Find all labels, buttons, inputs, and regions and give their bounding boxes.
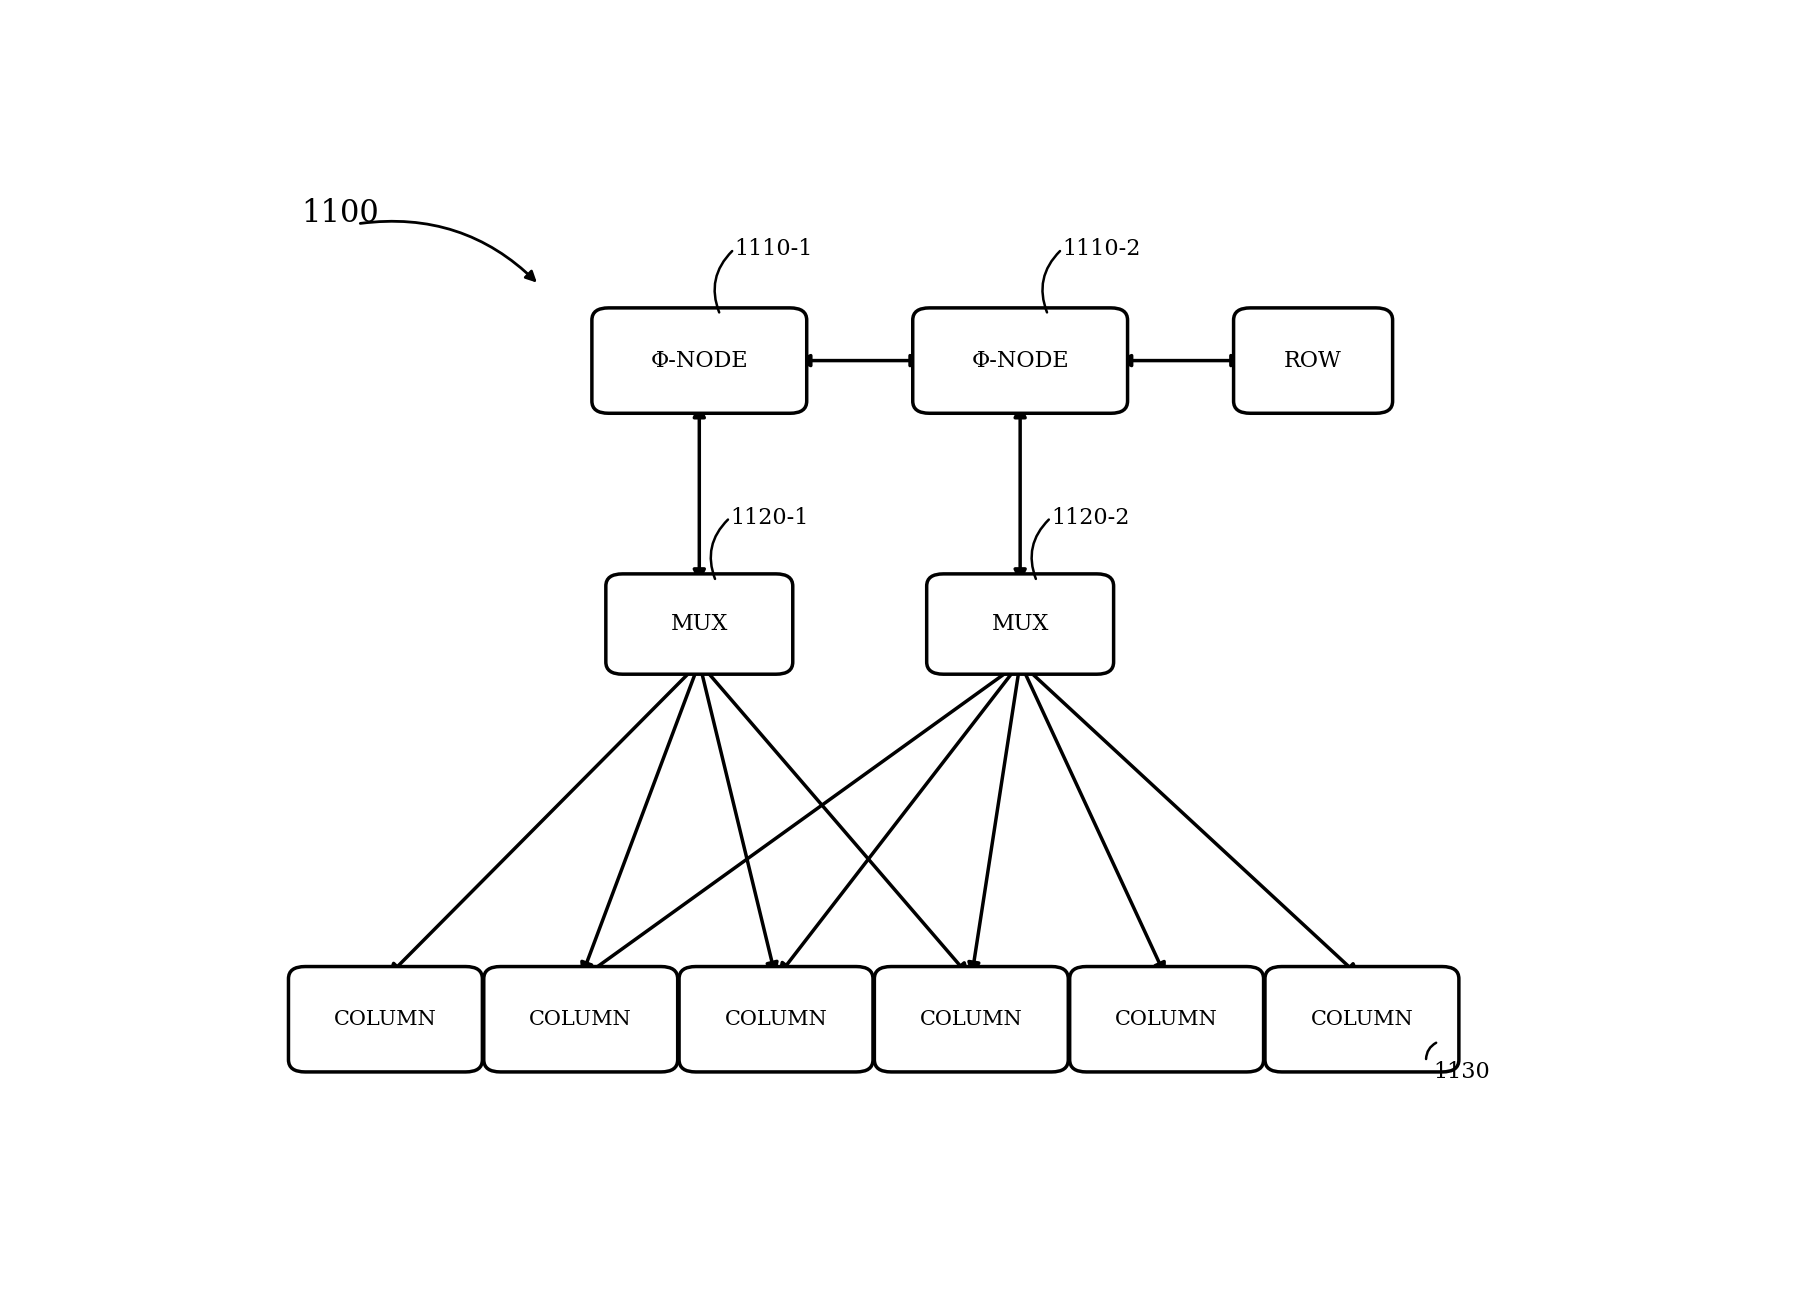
Text: Φ-NODE: Φ-NODE — [972, 350, 1069, 371]
Text: COLUMN: COLUMN — [1116, 1009, 1219, 1029]
FancyBboxPatch shape — [1265, 966, 1458, 1073]
Text: COLUMN: COLUMN — [335, 1009, 437, 1029]
FancyBboxPatch shape — [1233, 308, 1393, 413]
Text: 1100: 1100 — [302, 199, 380, 229]
Text: 1110-1: 1110-1 — [734, 238, 812, 261]
Text: COLUMN: COLUMN — [529, 1009, 632, 1029]
Text: COLUMN: COLUMN — [725, 1009, 828, 1029]
FancyBboxPatch shape — [913, 308, 1127, 413]
FancyBboxPatch shape — [592, 308, 806, 413]
Text: 1110-2: 1110-2 — [1062, 238, 1141, 261]
FancyBboxPatch shape — [607, 574, 792, 674]
FancyBboxPatch shape — [1069, 966, 1264, 1073]
Text: MUX: MUX — [671, 613, 727, 636]
Text: COLUMN: COLUMN — [1310, 1009, 1413, 1029]
FancyBboxPatch shape — [484, 966, 677, 1073]
FancyBboxPatch shape — [288, 966, 482, 1073]
Text: ROW: ROW — [1283, 350, 1343, 371]
FancyBboxPatch shape — [875, 966, 1067, 1073]
Text: Φ-NODE: Φ-NODE — [650, 350, 749, 371]
Text: 1120-1: 1120-1 — [731, 507, 808, 529]
Text: MUX: MUX — [992, 613, 1049, 636]
Text: COLUMN: COLUMN — [920, 1009, 1022, 1029]
FancyBboxPatch shape — [927, 574, 1114, 674]
FancyBboxPatch shape — [679, 966, 873, 1073]
Text: 1130: 1130 — [1433, 1061, 1490, 1083]
Text: 1120-2: 1120-2 — [1051, 507, 1129, 529]
